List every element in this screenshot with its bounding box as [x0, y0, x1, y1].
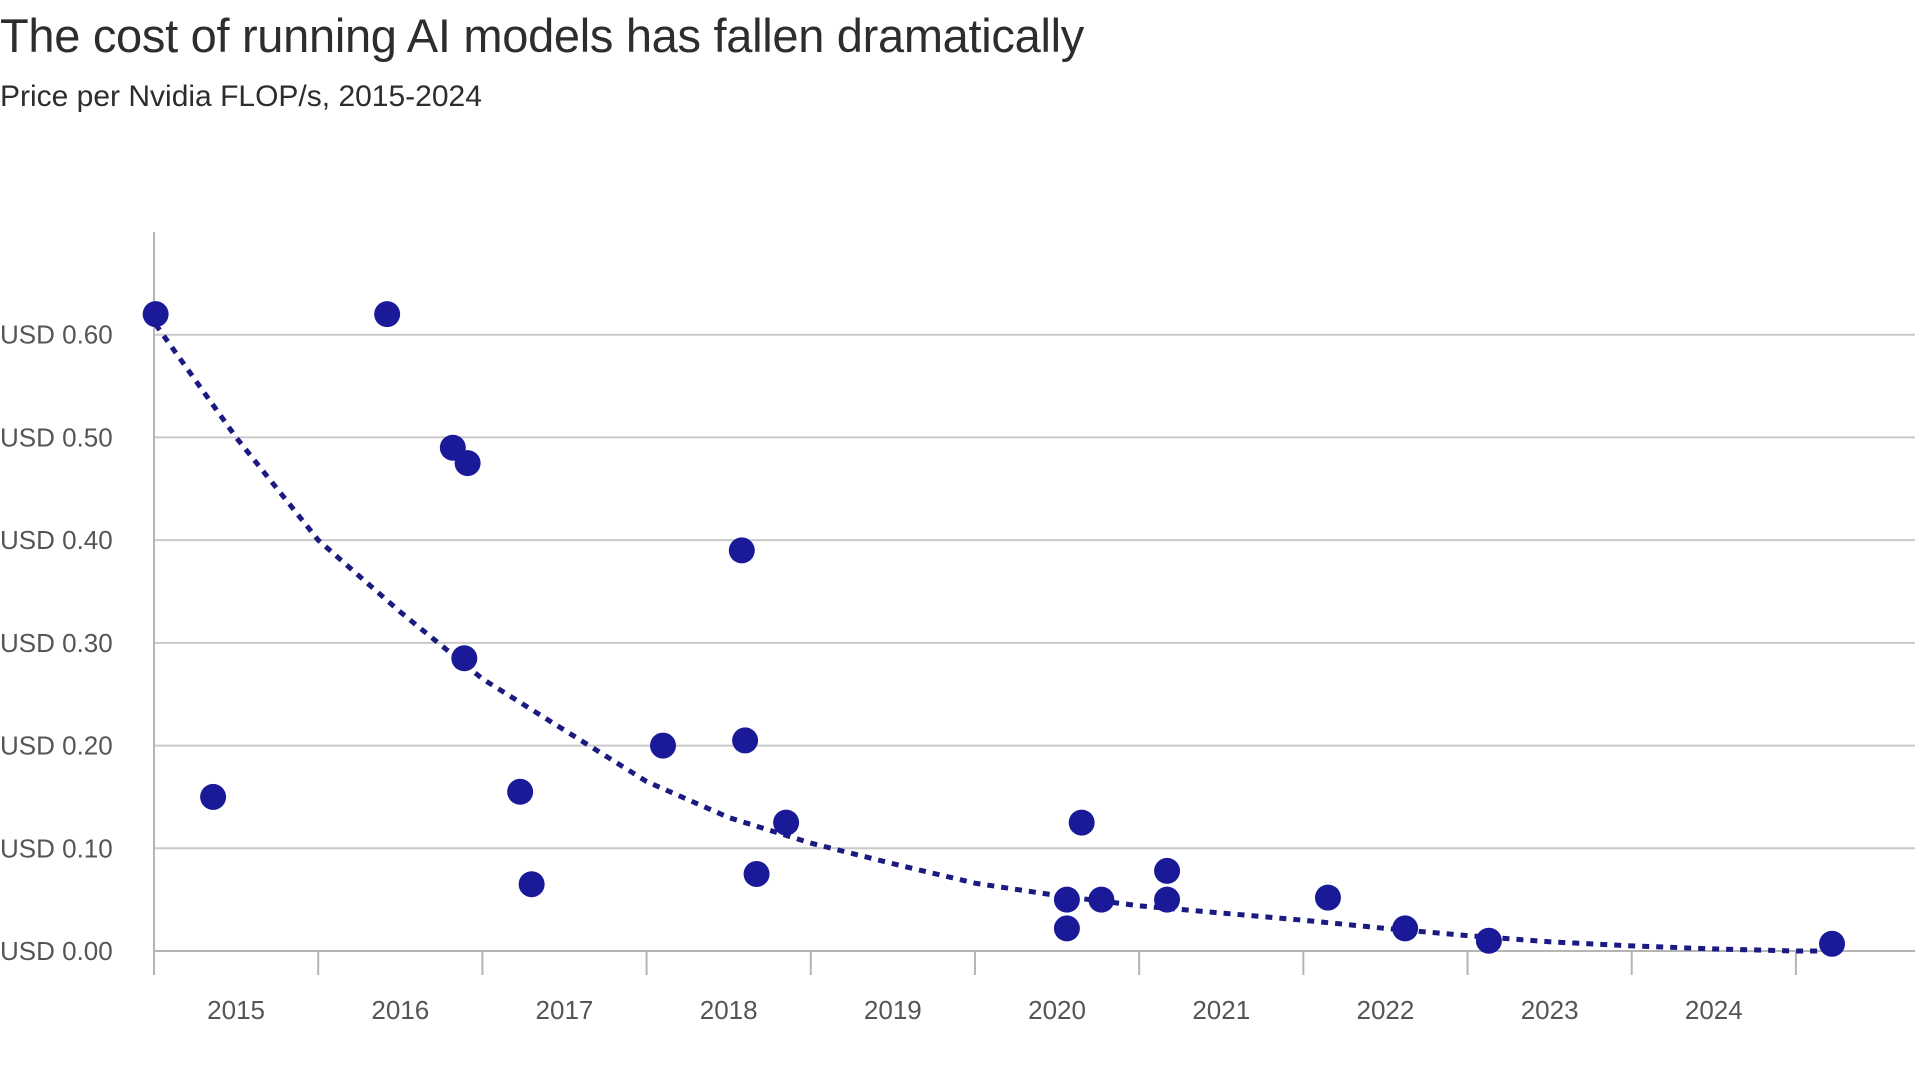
y-tick-label: USD 0.30	[0, 628, 113, 658]
y-tick-label: USD 0.40	[0, 525, 113, 555]
data-point	[1154, 857, 1181, 884]
x-tick-label: 2024	[1685, 995, 1743, 1025]
data-point	[200, 783, 227, 810]
x-tick-label: 2015	[207, 995, 265, 1025]
data-point	[142, 301, 169, 328]
data-point	[1154, 886, 1181, 913]
x-tick-label: 2023	[1521, 995, 1579, 1025]
gridlines	[154, 333, 1915, 850]
data-point	[1314, 884, 1341, 911]
y-tick-label: USD 0.10	[0, 833, 113, 863]
data-point	[1819, 930, 1846, 957]
data-point	[518, 871, 545, 898]
data-point	[451, 645, 478, 672]
data-point	[773, 809, 800, 836]
chart-subtitle: Price per Nvidia FLOP/s, 2015-2024	[0, 80, 482, 113]
y-tick-label: USD 0.00	[0, 936, 113, 966]
y-tick-label: USD 0.20	[0, 731, 113, 761]
tick-labels: USD 0.00 USD 0.10 USD 0.20 USD 0.30 USD 0.40…	[0, 320, 1743, 1025]
data-point	[743, 860, 770, 887]
data-point	[732, 727, 759, 754]
data-point	[454, 450, 481, 477]
data-point	[374, 301, 401, 328]
axes	[153, 232, 1915, 975]
x-tick-label: 2022	[1357, 995, 1415, 1025]
x-tick-label: 2017	[536, 995, 594, 1025]
data-point	[649, 732, 676, 759]
data-point	[1475, 927, 1502, 954]
x-tick-label: 2018	[700, 995, 758, 1025]
data-point	[1053, 886, 1080, 913]
chart-title: The cost of running AI models has fallen…	[0, 9, 1084, 62]
trend-layer	[153, 322, 1832, 954]
y-tick-label: USD 0.60	[0, 320, 113, 350]
trend-line	[153, 322, 1832, 954]
data-point	[1088, 886, 1115, 913]
data-point	[1392, 915, 1419, 942]
data-point	[507, 778, 534, 805]
x-tick-label: 2019	[864, 995, 922, 1025]
data-point	[1053, 915, 1080, 942]
x-tick-label: 2020	[1028, 995, 1086, 1025]
data-point	[728, 537, 755, 564]
x-tick-label: 2021	[1192, 995, 1250, 1025]
y-tick-label: USD 0.50	[0, 422, 113, 452]
x-tick-label: 2016	[371, 995, 429, 1025]
data-points	[142, 301, 1846, 957]
data-point	[1068, 809, 1095, 836]
